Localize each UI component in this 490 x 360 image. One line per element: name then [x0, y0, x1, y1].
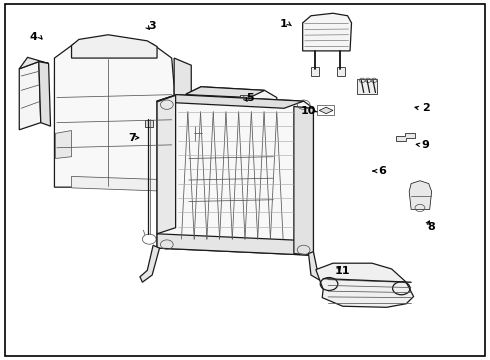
- Text: 10: 10: [301, 106, 316, 116]
- Polygon shape: [303, 13, 351, 51]
- Polygon shape: [396, 133, 415, 141]
- Polygon shape: [157, 95, 314, 255]
- Polygon shape: [19, 62, 41, 130]
- Text: 3: 3: [148, 21, 156, 31]
- Polygon shape: [157, 95, 175, 234]
- Polygon shape: [55, 131, 72, 158]
- Text: 7: 7: [128, 133, 136, 143]
- Polygon shape: [146, 120, 153, 127]
- Text: 6: 6: [378, 166, 386, 176]
- Polygon shape: [157, 234, 314, 255]
- Polygon shape: [157, 95, 304, 108]
- Polygon shape: [409, 181, 432, 210]
- Polygon shape: [294, 107, 314, 255]
- Text: 9: 9: [422, 140, 430, 150]
- Text: 4: 4: [30, 32, 38, 41]
- Polygon shape: [240, 95, 252, 102]
- Polygon shape: [319, 107, 333, 114]
- Polygon shape: [186, 87, 265, 98]
- Polygon shape: [186, 87, 277, 232]
- Polygon shape: [140, 245, 159, 282]
- Polygon shape: [309, 252, 327, 282]
- Text: 2: 2: [422, 103, 430, 113]
- Polygon shape: [19, 57, 49, 69]
- Polygon shape: [72, 35, 157, 58]
- Text: 11: 11: [335, 266, 350, 276]
- Polygon shape: [39, 62, 50, 126]
- Text: 8: 8: [428, 222, 436, 231]
- Polygon shape: [54, 37, 174, 187]
- Polygon shape: [357, 79, 377, 94]
- Text: 1: 1: [279, 19, 287, 29]
- Polygon shape: [316, 263, 414, 307]
- Polygon shape: [72, 176, 174, 192]
- Polygon shape: [337, 67, 344, 76]
- Polygon shape: [174, 58, 191, 196]
- Polygon shape: [312, 67, 319, 76]
- Text: 5: 5: [246, 93, 254, 103]
